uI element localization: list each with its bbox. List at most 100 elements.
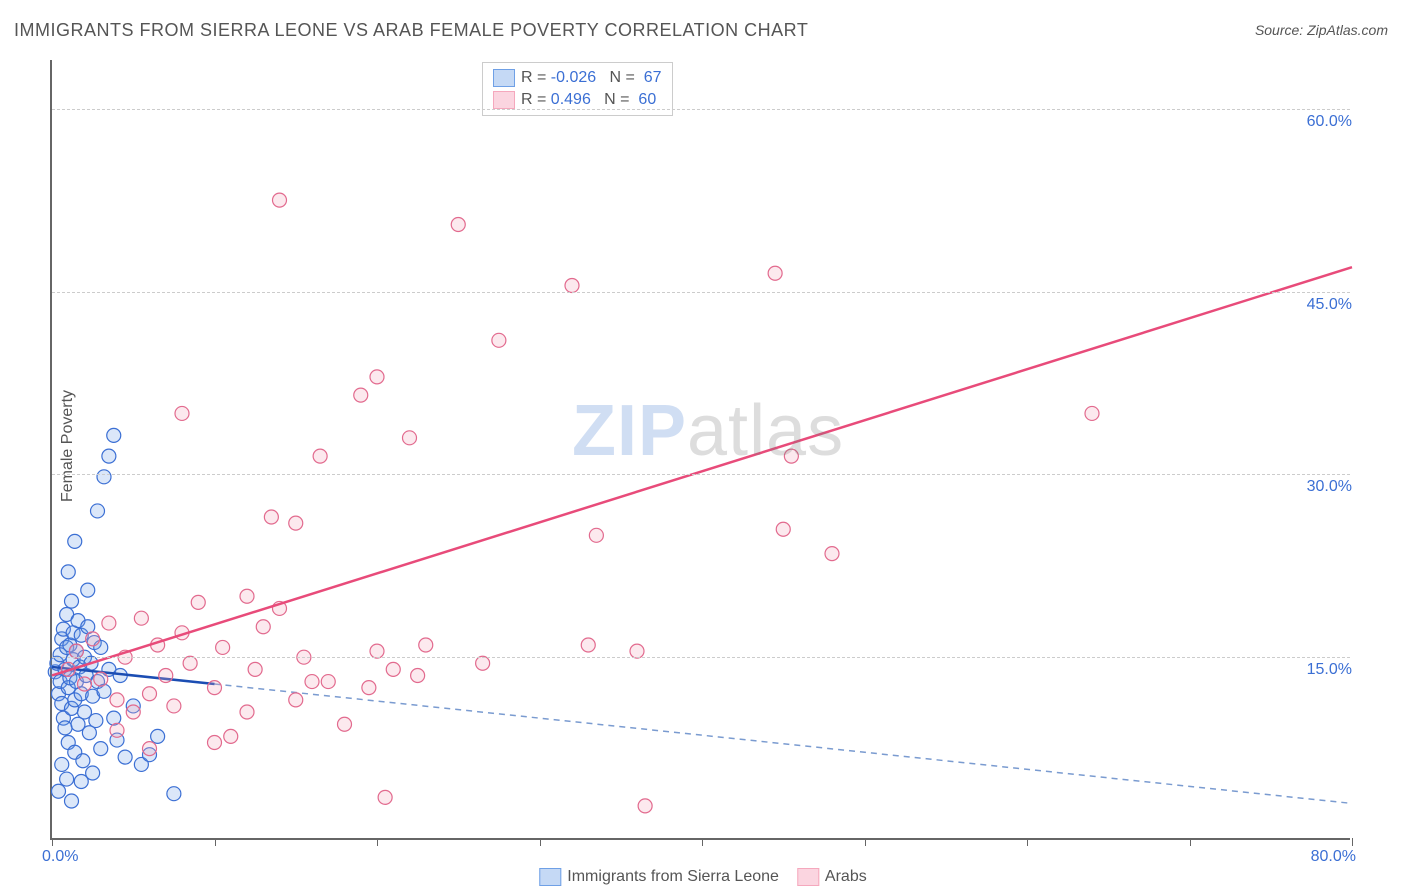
data-point [91,504,105,518]
data-point [61,565,75,579]
data-point [107,428,121,442]
data-point [65,794,79,808]
data-point [110,693,124,707]
legend-text: R = -0.026 N = 67 [521,67,662,89]
data-point [273,193,287,207]
data-point [825,547,839,561]
data-point [378,790,392,804]
data-point [208,681,222,695]
data-point [126,705,140,719]
data-point [638,799,652,813]
data-point [768,266,782,280]
legend-swatch [539,868,561,886]
legend-label: Immigrants from Sierra Leone [567,868,779,886]
source-credit: Source: ZipAtlas.com [1255,22,1388,38]
data-point [776,522,790,536]
gridline [52,109,1350,110]
data-point [86,766,100,780]
data-point [68,534,82,548]
data-point [403,431,417,445]
data-point [167,787,181,801]
data-point [338,717,352,731]
data-point [94,672,108,686]
data-point [264,510,278,524]
legend-swatch [493,91,515,109]
data-point [118,750,132,764]
data-point [581,638,595,652]
data-point [589,528,603,542]
data-point [411,668,425,682]
y-tick-label: 45.0% [1307,296,1352,314]
data-point [65,594,79,608]
data-point [143,742,157,756]
data-point [94,742,108,756]
data-point [143,687,157,701]
x-tick [52,838,53,846]
data-point [69,644,83,658]
data-point [386,662,400,676]
data-point [208,736,222,750]
data-point [81,583,95,597]
data-point [492,333,506,347]
data-point [370,644,384,658]
data-point [240,705,254,719]
data-point [256,620,270,634]
data-point [159,668,173,682]
y-tick-label: 30.0% [1307,478,1352,496]
data-point [78,677,92,691]
x-tick [540,838,541,846]
data-point [565,278,579,292]
data-point [60,772,74,786]
data-point [102,616,116,630]
plot-svg [52,60,1350,838]
data-point [313,449,327,463]
data-point [289,693,303,707]
x-tick [1027,838,1028,846]
data-point [76,754,90,768]
page-title: IMMIGRANTS FROM SIERRA LEONE VS ARAB FEM… [14,20,808,41]
legend-swatch [493,69,515,87]
gridline [52,292,1350,293]
data-point [102,449,116,463]
data-point [240,589,254,603]
data-point [1085,406,1099,420]
legend-series: Immigrants from Sierra Leone Arabs [539,868,866,886]
x-tick [865,838,866,846]
y-tick-label: 60.0% [1307,113,1352,131]
data-point [86,632,100,646]
data-point [451,218,465,232]
x-tick [702,838,703,846]
x-tick [1352,838,1353,846]
x-tick [215,838,216,846]
data-point [289,516,303,530]
legend-label: Arabs [825,868,867,886]
gridline [52,657,1350,658]
data-point [224,729,238,743]
legend-text: R = 0.496 N = 60 [521,89,656,111]
x-tick [377,838,378,846]
data-point [784,449,798,463]
legend-row: R = -0.026 N = 67 [493,67,662,89]
legend-swatch [797,868,819,886]
data-point [248,662,262,676]
data-point [321,675,335,689]
correlation-chart: ZIPatlas R = -0.026 N = 67R = 0.496 N = … [50,60,1350,840]
data-point [151,729,165,743]
data-point [52,784,66,798]
data-point [89,714,103,728]
data-point [97,470,111,484]
data-point [305,675,319,689]
legend-item: Immigrants from Sierra Leone [539,868,779,886]
x-tick-label: 80.0% [1311,848,1356,866]
data-point [167,699,181,713]
data-point [183,656,197,670]
gridline [52,474,1350,475]
data-point [175,406,189,420]
x-tick-label: 0.0% [42,848,78,866]
trend-line [52,267,1352,675]
data-point [354,388,368,402]
data-point [134,611,148,625]
data-point [110,723,124,737]
data-point [55,757,69,771]
data-point [191,595,205,609]
